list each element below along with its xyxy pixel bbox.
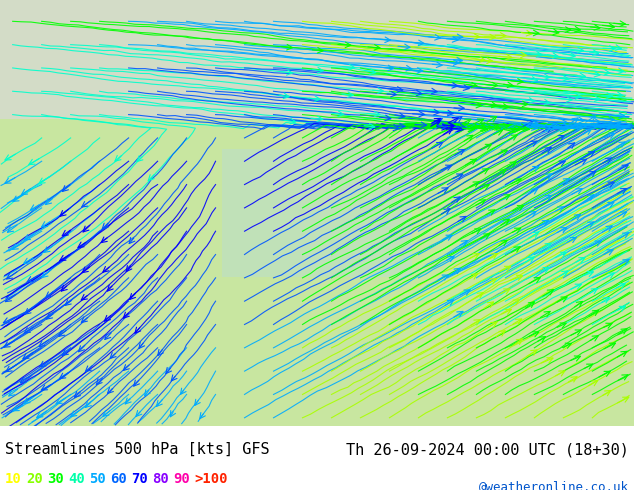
Text: @weatheronline.co.uk: @weatheronline.co.uk <box>479 480 629 490</box>
Text: 70: 70 <box>131 472 148 486</box>
Text: 20: 20 <box>26 472 42 486</box>
Text: 40: 40 <box>68 472 85 486</box>
Text: 60: 60 <box>110 472 127 486</box>
Text: Th 26-09-2024 00:00 UTC (18+30): Th 26-09-2024 00:00 UTC (18+30) <box>346 442 629 457</box>
Text: 80: 80 <box>152 472 169 486</box>
Text: Streamlines 500 hPa [kts] GFS: Streamlines 500 hPa [kts] GFS <box>5 442 269 457</box>
Polygon shape <box>0 0 634 120</box>
Text: >100: >100 <box>194 472 228 486</box>
Text: 10: 10 <box>5 472 22 486</box>
Text: 90: 90 <box>173 472 190 486</box>
Text: 50: 50 <box>89 472 106 486</box>
Polygon shape <box>222 149 412 277</box>
Text: 30: 30 <box>47 472 64 486</box>
